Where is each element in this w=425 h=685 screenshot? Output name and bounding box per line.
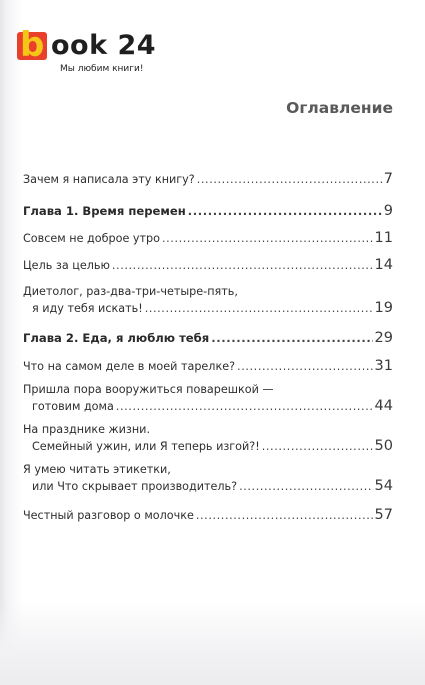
toc-entry[interactable]: Честный разговор о молочке 57: [23, 507, 393, 524]
toc-page-number: 31: [374, 358, 393, 374]
toc-entry-title: Цель за целью: [23, 259, 110, 272]
toc-entry-title: Глава 2. Еда, я люблю тебя: [23, 331, 210, 345]
dot-leader: [162, 230, 373, 247]
toc-entry-title-line1: На празднике жизни.: [23, 423, 151, 436]
toc-entry-title-line1: Я умею читать этикетки,: [23, 463, 171, 476]
toc-chapter-entry[interactable]: Глава 2. Еда, я люблю тебя 29: [23, 330, 393, 347]
toc-entry[interactable]: Зачем я написала эту книгу? 7: [23, 171, 393, 188]
toc-entry[interactable]: Пришла пора вооружиться поварешкой — гот…: [23, 381, 393, 415]
toc-entry-title: Зачем я написала эту книгу?: [23, 173, 195, 186]
toc-entry-title: Честный разговор о молочке: [23, 509, 194, 522]
toc-entry-title: Глава 1. Время перемен: [23, 204, 186, 218]
toc-entry-title-line1: Диетолог, раз-два-три-четыре-пять,: [23, 285, 238, 298]
toc-page-number: 9: [383, 203, 393, 219]
dot-leader: [239, 478, 372, 495]
toc-entry-title: Что на самом деле в моей тарелке?: [23, 360, 236, 373]
toc-entry[interactable]: Диетолог, раз-два-три-четыре-пять, я иду…: [23, 283, 393, 317]
logo-badge: b: [17, 28, 47, 62]
toc-entry-title-line2: я иду тебя искать!: [32, 302, 143, 315]
dot-leader: [237, 358, 373, 375]
dot-leader: [262, 438, 373, 455]
toc-chapter-entry[interactable]: Глава 1. Время перемен 9: [23, 203, 393, 220]
toc-page-number: 54: [374, 478, 393, 494]
toc-entry[interactable]: Цель за целью 14: [23, 257, 393, 274]
toc-page-number: 50: [374, 438, 393, 454]
toc-title: Оглавление: [286, 99, 393, 117]
toc-page-number: 29: [374, 330, 393, 346]
toc-page-number: 11: [374, 230, 393, 246]
toc-page-number: 7: [383, 171, 393, 187]
toc-page-number: 44: [374, 398, 393, 414]
toc-entry[interactable]: На празднике жизни. Семейный ужин, или Я…: [23, 421, 393, 455]
dot-leader: [211, 330, 372, 347]
toc-entry-title-line2: или Что скрывает производитель?: [32, 480, 238, 493]
toc-page-number: 57: [374, 507, 393, 523]
dot-leader: [112, 257, 373, 274]
toc-entry-title-line2: Семейный ужин, или Я теперь изгой?!: [32, 440, 260, 453]
toc-entry-title-line2: готовим дома: [32, 400, 114, 413]
toc-page-number: 19: [374, 300, 393, 316]
dot-leader: [116, 398, 373, 415]
toc-entry[interactable]: Что на самом деле в моей тарелке? 31: [23, 358, 393, 375]
logo-tagline: Мы любим книги!: [60, 64, 144, 74]
toc-entry[interactable]: Я умею читать этикетки, или Что скрывает…: [23, 461, 393, 495]
toc-entry-title-line1: Пришла пора вооружиться поварешкой —: [23, 383, 274, 396]
toc-entry-title: Совсем не доброе утро: [23, 232, 160, 245]
toc-entry[interactable]: Совсем не доброе утро 11: [23, 230, 393, 247]
page-bottom-shadow: [0, 600, 425, 685]
dot-leader: [197, 171, 382, 188]
logo-badge-letter: b: [20, 25, 45, 65]
dot-leader: [188, 203, 382, 220]
dot-leader: [145, 300, 373, 317]
logo-wordmark: ook 24: [51, 30, 157, 61]
dot-leader: [196, 507, 373, 524]
toc-page-number: 14: [374, 257, 393, 273]
book24-logo: b ook 24 Мы любим книги!: [17, 28, 167, 78]
